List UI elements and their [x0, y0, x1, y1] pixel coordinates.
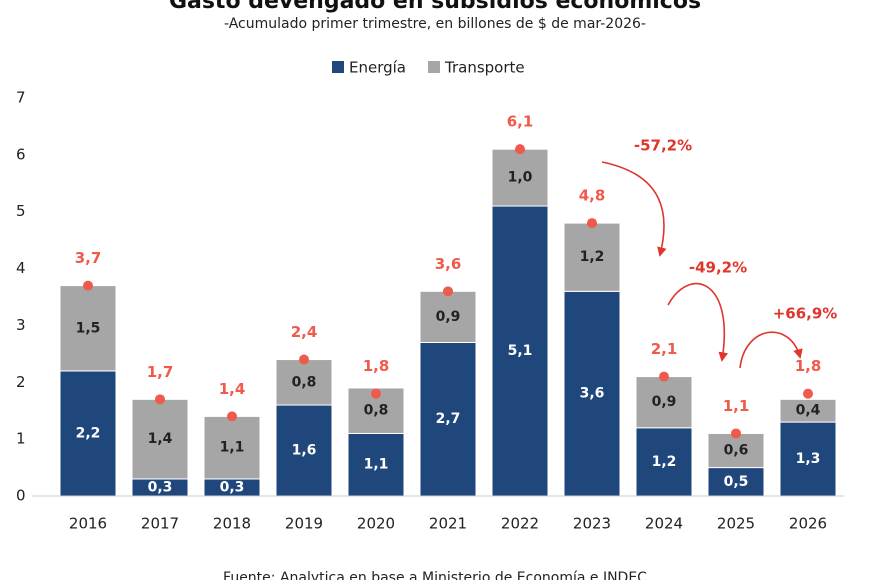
total-marker	[371, 388, 381, 399]
x-tick-label: 2017	[141, 515, 179, 533]
bar-segment	[491, 148, 549, 207]
bar-segment	[275, 359, 333, 406]
bar-label: 0,3	[148, 479, 173, 495]
bar-label: 1,4	[148, 431, 173, 447]
total-label: 3,6	[435, 255, 462, 273]
x-tick-label: 2022	[501, 515, 539, 533]
y-tick-label: 4	[16, 259, 26, 277]
bar-label: 0,4	[796, 403, 821, 419]
annotation: +66,9%	[773, 305, 838, 323]
bar-label: 2,2	[76, 425, 101, 441]
chart-title: Gasto devengado en subsidios económicos	[169, 0, 701, 14]
bar-label: 1,5	[76, 320, 101, 336]
x-tick-label: 2023	[573, 515, 611, 533]
total-marker	[803, 388, 813, 399]
total-label: 1,1	[723, 397, 750, 415]
bar-label: 3,6	[580, 386, 605, 402]
bar-segment	[59, 370, 117, 497]
bar-label: 1,1	[364, 457, 389, 473]
y-tick-label: 1	[16, 430, 26, 448]
bar-segment	[491, 205, 549, 497]
total-label: 2,4	[291, 323, 318, 341]
bar-label: 2,7	[436, 411, 461, 427]
bar-segment	[275, 404, 333, 497]
total-label: 3,7	[75, 249, 102, 267]
legend-label: Transporte	[444, 59, 525, 77]
bar-label: 5,1	[508, 343, 533, 359]
legend-swatch	[332, 61, 344, 73]
y-tick-label: 7	[16, 89, 26, 107]
bar-label: 0,8	[364, 403, 389, 419]
bar-segment	[779, 421, 837, 497]
x-tick-label: 2019	[285, 515, 323, 533]
total-marker	[731, 428, 741, 439]
x-tick-label: 2024	[645, 515, 683, 533]
bar-label: 0,3	[220, 479, 245, 495]
y-tick-label: 6	[16, 145, 26, 163]
y-tick-label: 3	[16, 316, 26, 334]
x-tick-label: 2021	[429, 515, 467, 533]
total-marker	[443, 286, 453, 297]
bar-label: 0,5	[724, 474, 749, 490]
bar-label: 1,2	[652, 454, 677, 470]
total-label: 1,4	[219, 380, 246, 398]
total-marker	[659, 371, 669, 382]
bar-label: 1,2	[580, 249, 605, 265]
annotation-arrow	[601, 161, 667, 257]
bar-label: 0,9	[652, 394, 677, 410]
legend-label: Energía	[349, 59, 406, 77]
total-marker	[83, 280, 93, 291]
bar-segment	[635, 376, 693, 429]
total-marker	[227, 411, 237, 422]
bar-segment	[59, 285, 117, 372]
annotation-arrow	[739, 331, 803, 369]
bar-label: 1,1	[220, 440, 245, 456]
total-marker	[299, 354, 309, 365]
bar-label: 0,9	[436, 309, 461, 325]
bar-label: 0,6	[724, 443, 749, 459]
legend-swatch	[428, 61, 440, 73]
total-label: 1,7	[147, 363, 174, 381]
total-marker	[155, 394, 165, 405]
bar-segment	[635, 427, 693, 497]
bar-label: 1,3	[796, 451, 821, 467]
y-tick-label: 0	[16, 487, 26, 505]
y-tick-label: 5	[16, 202, 26, 220]
x-tick-label: 2026	[789, 515, 827, 533]
x-tick-label: 2016	[69, 515, 107, 533]
x-tick-label: 2020	[357, 515, 395, 533]
total-marker	[515, 144, 525, 155]
x-tick-label: 2018	[213, 515, 251, 533]
total-label: 1,8	[363, 357, 390, 375]
bar-segment	[779, 398, 837, 423]
bar-label: 0,8	[292, 374, 317, 390]
chart-subtitle: -Acumulado primer trimestre, en billones…	[224, 16, 646, 32]
bar-segment	[563, 290, 621, 497]
annotation: -49,2%	[689, 259, 747, 277]
annotation-arrow	[667, 282, 728, 362]
bar-segment	[419, 290, 477, 343]
bar-label: 1,0	[508, 170, 533, 186]
total-label: 2,1	[651, 340, 678, 358]
bar-label: 1,6	[292, 443, 317, 459]
x-tick-label: 2025	[717, 515, 755, 533]
y-tick-label: 2	[16, 373, 26, 391]
total-marker	[587, 218, 597, 229]
bar-segment	[563, 222, 621, 292]
total-label: 6,1	[507, 113, 534, 131]
source: Fuente: Analytica en base a Ministerio d…	[223, 570, 647, 580]
total-label: 1,8	[795, 357, 822, 375]
annotation: -57,2%	[634, 137, 692, 155]
bar-segment	[347, 432, 405, 497]
bar-segment	[131, 398, 189, 480]
total-label: 4,8	[579, 187, 606, 205]
